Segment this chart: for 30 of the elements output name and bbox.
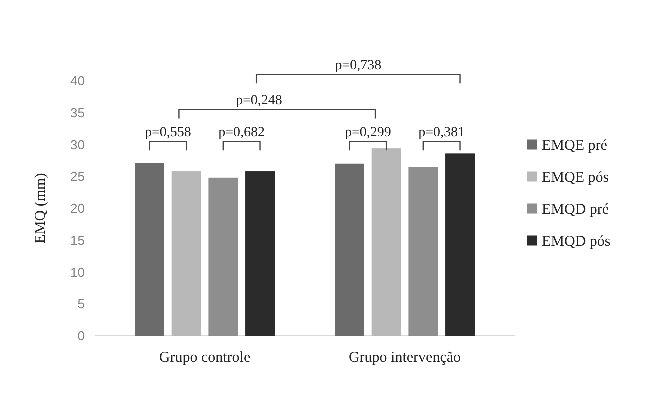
y-tick-label: 15 — [70, 232, 85, 248]
bar — [246, 172, 275, 336]
y-tick-label: 30 — [70, 137, 85, 152]
y-tick-label: 5 — [78, 296, 85, 312]
annotation: p=0,558 — [144, 126, 192, 141]
annotation: p=0,248 — [236, 94, 282, 109]
bar — [335, 164, 364, 336]
bar — [208, 178, 238, 336]
legend-label: EMQE pós — [542, 170, 610, 186]
y-axis-title: EMQ (mm) — [33, 173, 49, 244]
annotation: p=0,299 — [344, 126, 392, 141]
text: p=0,738 — [335, 58, 382, 74]
bar — [446, 154, 475, 336]
x-tick-label: Grupo controle — [159, 350, 251, 366]
y-tick-label: 25 — [70, 169, 85, 184]
y-tick-label: 0 — [78, 328, 85, 344]
bar — [372, 148, 402, 336]
legend-label: EMQD pós — [542, 234, 611, 250]
y-tick-label: 35 — [70, 105, 85, 120]
bar — [135, 163, 164, 336]
legend-label: EMQE pré — [542, 138, 608, 154]
annotation: p=0,381 — [418, 126, 466, 141]
legend-label: EMQD pré — [542, 202, 610, 218]
x-tick-label: Grupo intervenção — [348, 350, 462, 366]
annotation: p=0,682 — [218, 126, 266, 141]
bar — [172, 172, 202, 336]
bar — [408, 167, 438, 336]
y-tick-label: 20 — [70, 201, 85, 216]
y-tick-label: 40 — [70, 74, 85, 89]
y-tick-label: 10 — [70, 264, 85, 280]
